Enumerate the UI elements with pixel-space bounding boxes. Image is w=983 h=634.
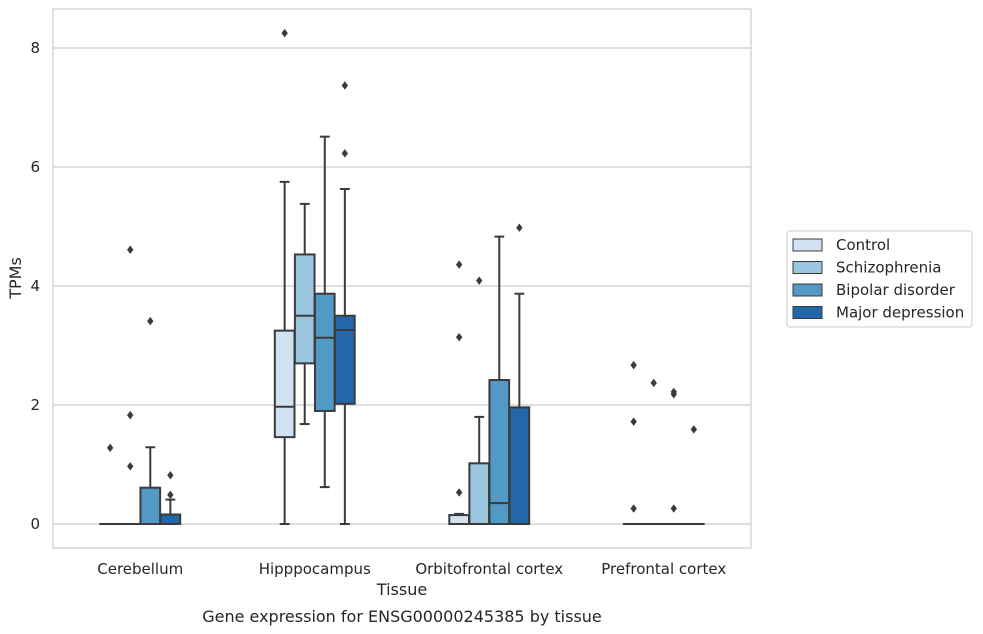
outlier-point bbox=[127, 462, 134, 471]
outlier-point bbox=[670, 504, 677, 513]
outlier-point bbox=[630, 504, 637, 513]
outlier-point bbox=[167, 471, 174, 480]
box-body bbox=[448, 514, 470, 526]
outlier-point bbox=[341, 149, 349, 158]
outlier-point bbox=[650, 378, 657, 388]
legend-frame bbox=[786, 230, 973, 328]
outlier-point bbox=[670, 387, 677, 397]
box-body bbox=[468, 462, 491, 525]
x-tick-labels: Cerebellum Hipppocampus Orbitofrontal cort… bbox=[97, 560, 726, 578]
chart-caption: Gene expression for ENSG00000245385 by t… bbox=[202, 607, 602, 626]
series-major-depression bbox=[159, 81, 705, 526]
legend-swatch bbox=[792, 261, 823, 274]
plot-frame bbox=[52, 8, 752, 549]
y-axis-title: TPMs bbox=[6, 257, 25, 300]
y-tick-label: 2 bbox=[30, 396, 40, 414]
legend-swatch bbox=[792, 306, 823, 319]
outlier-point bbox=[476, 276, 483, 285]
x-tick-label: Prefrontal cortex bbox=[601, 560, 726, 578]
x-tick-label: Orbitofrontal cortex bbox=[415, 560, 563, 578]
outlier-point bbox=[690, 425, 698, 434]
outlier-point bbox=[127, 410, 134, 420]
y-tick-label: 8 bbox=[30, 39, 40, 57]
box-series-group bbox=[99, 28, 705, 526]
box bbox=[273, 28, 296, 525]
box bbox=[488, 235, 511, 526]
outlier-point bbox=[455, 260, 463, 269]
legend: Control Schizophrenia Bipolar disorder Majo… bbox=[786, 230, 973, 328]
outlier-point bbox=[455, 332, 463, 342]
legend-label: Bipolar disorder bbox=[836, 281, 956, 299]
legend-label: Major depression bbox=[836, 304, 964, 322]
box-body bbox=[139, 486, 162, 525]
x-tick-label: Hipppocampus bbox=[259, 560, 371, 578]
y-tick-label: 0 bbox=[30, 515, 40, 533]
outlier-point bbox=[630, 360, 637, 370]
legend-swatch bbox=[792, 238, 823, 252]
box bbox=[683, 425, 705, 526]
outlier-point bbox=[455, 488, 463, 497]
outlier-point bbox=[281, 28, 288, 38]
box-body bbox=[508, 406, 531, 526]
outlier-point bbox=[341, 81, 349, 90]
y-tick-label: 6 bbox=[30, 158, 40, 176]
outlier-point bbox=[106, 443, 114, 453]
box-body bbox=[273, 329, 296, 439]
box bbox=[139, 316, 162, 525]
box-body bbox=[293, 253, 316, 365]
legend-item: Schizophrenia bbox=[792, 259, 941, 277]
x-tick-label: Cerebellum bbox=[97, 560, 183, 578]
legend-item: Control bbox=[792, 236, 890, 254]
box bbox=[159, 471, 182, 525]
series-control bbox=[99, 28, 645, 526]
x-axis-title: Tissue bbox=[376, 580, 427, 599]
outlier-point bbox=[516, 223, 523, 232]
legend-swatch bbox=[792, 283, 823, 297]
box-body bbox=[334, 314, 356, 405]
outlier-point bbox=[127, 245, 134, 254]
legend-label: Schizophrenia bbox=[836, 259, 941, 277]
box bbox=[99, 443, 121, 526]
legend-item: Bipolar disorder bbox=[792, 281, 956, 299]
y-tick-labels: 0 2 4 6 8 bbox=[30, 39, 40, 533]
box bbox=[313, 135, 336, 489]
box bbox=[334, 81, 356, 525]
plot-area bbox=[53, 9, 751, 548]
legend-label: Control bbox=[836, 236, 890, 254]
outlier-point bbox=[167, 490, 174, 500]
outlier-point bbox=[147, 316, 154, 326]
y-tick-label: 4 bbox=[30, 277, 40, 295]
series-bipolar-disorder bbox=[139, 135, 685, 526]
outlier-point bbox=[630, 417, 637, 426]
box bbox=[622, 360, 645, 526]
box bbox=[508, 223, 531, 526]
box-body bbox=[313, 292, 336, 412]
legend-item: Major depression bbox=[792, 304, 964, 322]
box-body bbox=[159, 513, 182, 525]
